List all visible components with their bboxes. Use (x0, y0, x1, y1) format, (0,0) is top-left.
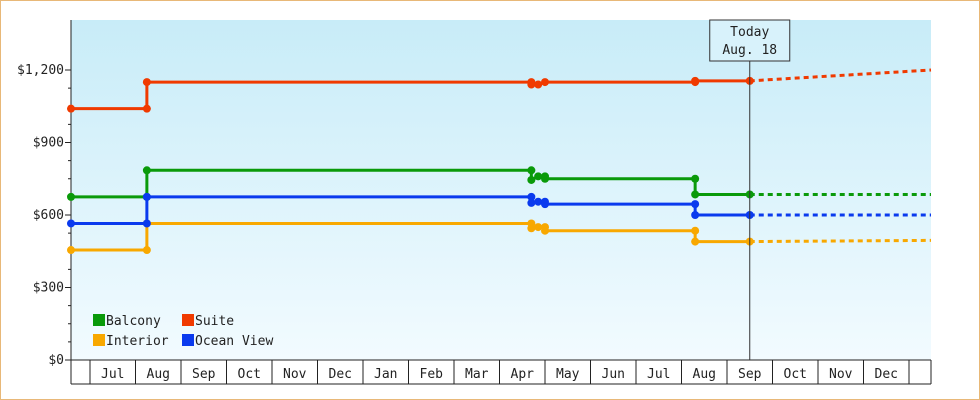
x-tick-label: Mar (465, 367, 489, 382)
y-tick-label: $1,200 (17, 63, 64, 78)
x-tick-label: Dec (875, 367, 898, 382)
x-tick-label: Aug (147, 367, 170, 382)
y-axis: $0 $300 $600 $900 $1,200 (17, 20, 72, 384)
y-tick-label: $900 (33, 136, 64, 151)
data-point (67, 104, 75, 113)
x-tick-label: Jul (647, 367, 670, 382)
x-tick-label: Apr (511, 367, 535, 382)
data-point (691, 76, 700, 85)
x-tick-label: Aug (693, 367, 716, 382)
data-point (142, 219, 151, 228)
data-point (67, 192, 75, 201)
x-tick-label: Jul (101, 367, 124, 382)
x-tick-label: Feb (420, 367, 444, 382)
legend-label: Interior (106, 334, 169, 349)
x-tick-label: May (556, 367, 580, 382)
x-tick-label: Nov (829, 367, 853, 382)
data-point (541, 78, 549, 87)
series-forecast-line (749, 238, 932, 244)
legend: Balcony Suite Interior Ocean View (93, 314, 273, 349)
data-point (534, 80, 543, 89)
today-date: Aug. 18 (722, 43, 777, 58)
x-tick-label: Oct (238, 367, 261, 382)
data-point (541, 226, 549, 235)
legend-swatch (93, 314, 105, 326)
data-point (527, 166, 536, 175)
today-callout-box (709, 19, 791, 62)
data-point (691, 226, 700, 235)
data-point (142, 192, 151, 201)
series-forecast-line (749, 68, 932, 83)
x-tick-label: Oct (784, 367, 807, 382)
legend-swatch (93, 334, 105, 346)
y-tick-label: $600 (33, 208, 64, 223)
legend-label: Balcony (106, 314, 161, 329)
data-point (527, 192, 536, 201)
data-point (527, 80, 536, 89)
x-tick-label: Sep (738, 367, 762, 382)
series-suite (67, 68, 932, 113)
data-point (541, 200, 549, 209)
x-tick-label: Jan (374, 367, 397, 382)
data-point (691, 237, 700, 246)
data-point (67, 246, 75, 255)
x-tick-label: Jun (602, 367, 625, 382)
data-point (534, 197, 543, 206)
legend-label: Suite (195, 314, 234, 329)
data-point (691, 211, 700, 219)
data-point (142, 78, 151, 87)
plot-background (71, 20, 931, 360)
legend-label: Ocean View (195, 334, 273, 349)
x-tick-label: Nov (283, 367, 307, 382)
data-point (541, 174, 549, 183)
data-point (67, 219, 75, 228)
y-tick-label: $0 (48, 353, 64, 368)
legend-swatch (182, 314, 194, 326)
data-point (691, 200, 700, 209)
series-layer (67, 68, 932, 255)
today-marker: Today Aug. 18 (709, 19, 791, 360)
data-point (527, 198, 536, 207)
data-point (142, 246, 151, 255)
legend-swatch (182, 334, 194, 346)
x-axis: Jul Aug Sep Oct Nov Dec Jan Feb Mar Apr May Jun Jul A… (71, 359, 932, 385)
x-tick-label: Sep (192, 367, 216, 382)
data-point (534, 223, 543, 232)
data-point (691, 174, 700, 183)
data-point (142, 104, 151, 113)
data-point (527, 175, 536, 184)
y-tick-label: $300 (33, 281, 64, 296)
series-interior (67, 219, 932, 255)
data-point (691, 190, 700, 199)
data-point (142, 166, 151, 175)
today-label: Today (730, 25, 769, 40)
series-balcony (67, 166, 931, 201)
data-point (527, 224, 536, 233)
data-point (534, 172, 543, 181)
series-ocean-view (67, 192, 931, 228)
x-tick-label: Dec (329, 367, 352, 382)
